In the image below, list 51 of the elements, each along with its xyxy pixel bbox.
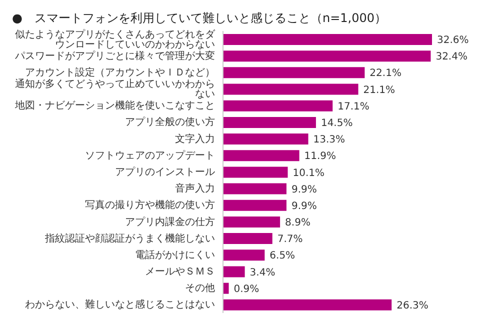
y-tick-label: 文字入力: [175, 132, 215, 144]
bar: [223, 116, 316, 128]
bar: [223, 34, 432, 45]
data-label: 3.4%: [250, 267, 276, 278]
y-tick-label: アカウント設定（アカウントやＩＤなど）: [25, 66, 215, 78]
data-label: 6.5%: [270, 250, 296, 262]
y-tick-label: アプリ内課金の仕方: [125, 215, 215, 228]
bar: [223, 84, 358, 95]
bar: [223, 67, 365, 78]
data-label: 21.1%: [363, 84, 396, 96]
y-tick-label: 電話がかけにくい: [135, 248, 215, 260]
data-label: 8.9%: [285, 218, 310, 229]
data-label: 32.6%: [437, 35, 469, 46]
bar: [223, 250, 265, 261]
data-label: 9.9%: [291, 184, 317, 196]
y-tick-label: ソフトウェアのアップデート: [85, 148, 215, 161]
chart-title: ● スマートフォンを利用していて難しいと感じること（n=1,000）: [11, 10, 388, 27]
y-tick-label: その他: [185, 282, 215, 294]
bar: [223, 266, 245, 278]
data-label: 11.9%: [304, 151, 336, 162]
data-label: 10.1%: [292, 168, 325, 179]
data-label: 9.9%: [291, 200, 317, 212]
data-label: 17.1%: [338, 101, 370, 112]
y-tick-label: アプリ全般の使い方: [125, 116, 215, 128]
y-tick-label: 地図・ナビゲーション機能を使いこなすこと: [14, 99, 215, 112]
y-tick-label: 音声入力: [175, 182, 215, 194]
bar: [223, 150, 300, 162]
data-label: 32.4%: [436, 52, 468, 63]
bar: [223, 282, 229, 294]
y-tick-label: わからない、難しいなと感じることはない: [25, 298, 215, 310]
bar: [223, 200, 286, 211]
y-tick-label: メールやＳＭＳ: [145, 266, 215, 278]
y-tick-label: 写真の撮り方や機能の使い方: [85, 198, 215, 211]
bar: [223, 233, 272, 244]
y-tick-label: アプリのインストール: [115, 166, 215, 178]
bar: [223, 183, 286, 194]
bar: [223, 134, 308, 145]
y-tick-label: 通知が多くてどうやって止めていいかわからない: [15, 78, 215, 100]
y-tick-label: パスワードがアプリごとに様々で管理が大変: [14, 49, 215, 62]
data-label: 13.3%: [313, 134, 346, 146]
bar: [223, 100, 333, 112]
bar: [223, 50, 431, 62]
y-tick-label: 指紋認証や顔認証がうまく機能しない: [44, 232, 215, 244]
bar: [223, 216, 280, 228]
data-label: 0.9%: [234, 284, 260, 295]
data-label: 26.3%: [396, 300, 428, 312]
data-label: 14.5%: [320, 118, 353, 129]
bar: [223, 299, 392, 310]
data-label: 7.7%: [277, 234, 303, 246]
data-label: 22.1%: [370, 68, 402, 80]
bar: [223, 166, 288, 178]
